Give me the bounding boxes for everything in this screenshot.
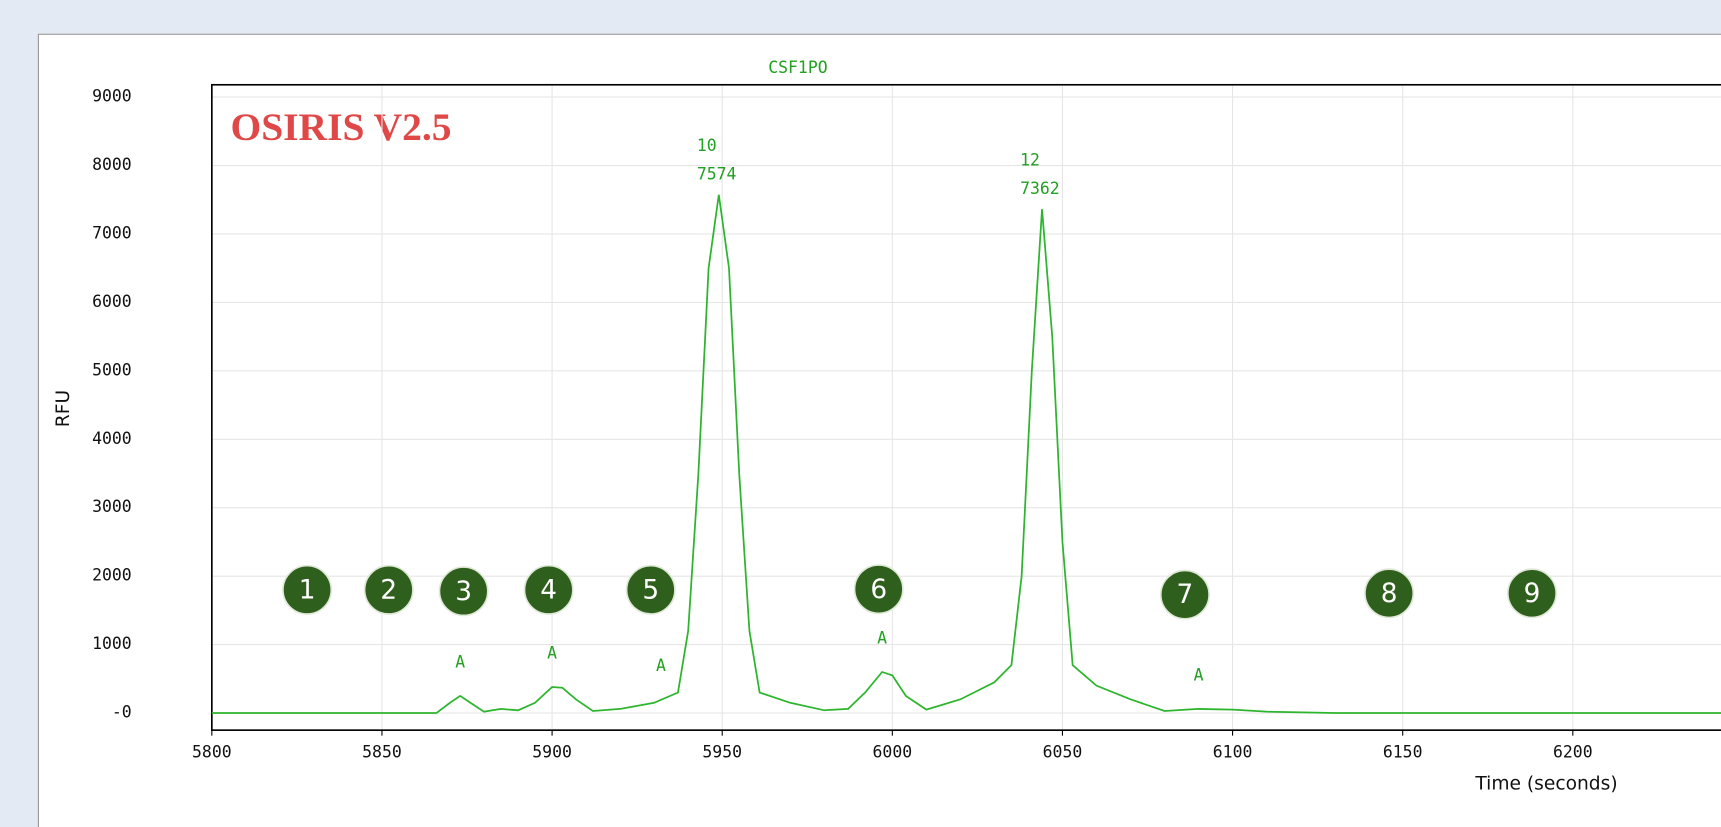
y-tick-label: 3000 [92, 497, 132, 516]
plot-frame [211, 83, 1721, 731]
marker [1364, 568, 1415, 619]
x-tick-label: 5950 [702, 743, 742, 762]
peak-height: 7574 [697, 164, 737, 183]
marker-label: 1 [299, 575, 316, 605]
marker-label: 2 [380, 575, 397, 605]
x-tick-label: 6000 [873, 743, 913, 762]
marker-label: 5 [642, 575, 659, 605]
x-tick-label: 6050 [1043, 743, 1083, 762]
x-tick-label: 6200 [1553, 743, 1593, 762]
marker-label: 8 [1381, 579, 1398, 609]
panel [37, 33, 1721, 827]
y-tick-label: 5000 [92, 360, 132, 379]
y-tick-label: 4000 [92, 429, 132, 448]
y-tick-label: 8000 [92, 155, 132, 174]
y-tick-label: -0 [112, 703, 132, 722]
marker [1507, 568, 1557, 619]
marker [282, 564, 333, 615]
artifact-label: A [547, 644, 557, 663]
y-axis-label: RFU [53, 390, 74, 427]
y-tick-label: 9000 [92, 87, 132, 106]
x-tick-label: 5800 [192, 743, 232, 762]
marker [438, 566, 489, 617]
y-tick-label: 6000 [92, 292, 132, 311]
marker-label: 4 [540, 575, 557, 605]
x-axis-label: Time (seconds) [1474, 773, 1617, 794]
y-tick-label: 1000 [92, 634, 132, 653]
artifact-label: A [877, 629, 887, 648]
marker [363, 564, 414, 615]
x-tick-label: 6150 [1383, 743, 1423, 762]
marker [853, 564, 904, 615]
watermark: OSIRIS V2.5 [230, 105, 451, 149]
artifact-label: A [455, 653, 465, 672]
marker [1159, 569, 1210, 620]
marker-label: 7 [1177, 580, 1194, 610]
x-tick-label: 5900 [532, 743, 572, 762]
y-tick-label: 7000 [92, 223, 132, 242]
marker-label: 6 [870, 575, 887, 605]
chart-title: CSF1PO [768, 58, 827, 77]
y-tick-label: 2000 [92, 566, 132, 585]
marker [625, 564, 676, 615]
artifact-label: A [656, 656, 666, 675]
peak-allele: 10 [697, 136, 717, 155]
peak-allele: 12 [1020, 150, 1040, 169]
marker-label: 9 [1524, 579, 1541, 609]
x-tick-label: 6100 [1213, 743, 1253, 762]
peak-height: 7362 [1020, 179, 1060, 198]
marker [523, 564, 574, 615]
artifact-label: A [1194, 666, 1204, 685]
marker-label: 3 [455, 577, 472, 607]
x-tick-label: 5850 [362, 743, 402, 762]
trace [211, 194, 1721, 714]
